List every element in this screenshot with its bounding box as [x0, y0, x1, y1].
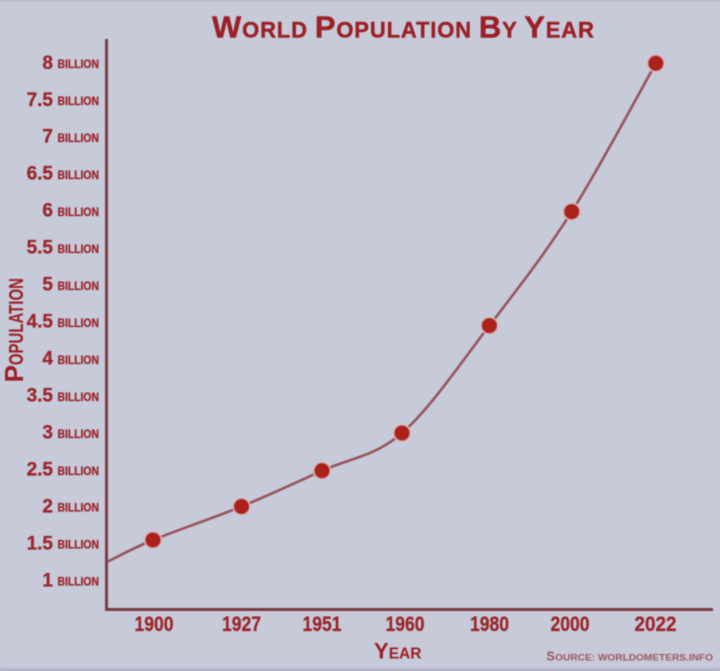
- svg-text:OURCE: WORLDOMETERS.INFO: OURCE: WORLDOMETERS.INFO: [555, 653, 713, 664]
- svg-text:BILLION: BILLION: [58, 540, 100, 552]
- svg-text:1927: 1927: [222, 613, 261, 636]
- svg-text:1951: 1951: [303, 613, 342, 636]
- svg-text:BILLION: BILLION: [58, 170, 100, 182]
- svg-text:8: 8: [42, 53, 53, 74]
- svg-text:1960: 1960: [386, 613, 425, 636]
- svg-text:5.5: 5.5: [27, 238, 54, 259]
- svg-text:BILLION: BILLION: [58, 59, 100, 71]
- svg-text:S: S: [546, 650, 554, 664]
- svg-text:4: 4: [42, 349, 53, 370]
- svg-text:1.5: 1.5: [27, 533, 54, 554]
- svg-text:BILLION: BILLION: [58, 96, 100, 108]
- svg-text:WORLD POPULATION BY YEAR: WORLD POPULATION BY YEAR: [212, 10, 595, 45]
- svg-text:BILLION: BILLION: [58, 281, 100, 293]
- svg-text:BILLION: BILLION: [58, 318, 100, 330]
- svg-text:2022: 2022: [635, 613, 677, 636]
- svg-text:BILLION: BILLION: [58, 429, 100, 441]
- svg-text:BILLION: BILLION: [58, 355, 100, 367]
- svg-text:6.5: 6.5: [27, 164, 54, 185]
- svg-text:BILLION: BILLION: [58, 133, 100, 145]
- svg-text:1900: 1900: [135, 613, 174, 636]
- svg-text:BILLION: BILLION: [58, 392, 100, 404]
- svg-text:1: 1: [42, 570, 53, 591]
- svg-text:2: 2: [42, 496, 53, 517]
- svg-text:2.5: 2.5: [27, 460, 54, 481]
- svg-text:BILLION: BILLION: [58, 577, 100, 589]
- svg-text:1980: 1980: [470, 613, 509, 636]
- svg-text:P: P: [0, 365, 29, 382]
- svg-text:3: 3: [42, 423, 53, 444]
- svg-text:BILLION: BILLION: [58, 207, 100, 219]
- svg-text:3.5: 3.5: [27, 386, 54, 407]
- svg-text:7: 7: [42, 127, 53, 148]
- svg-text:YEAR: YEAR: [374, 639, 421, 664]
- svg-text:7.5: 7.5: [27, 90, 54, 111]
- svg-text:4.5: 4.5: [27, 312, 54, 333]
- svg-text:BILLION: BILLION: [58, 503, 100, 515]
- svg-text:BILLION: BILLION: [58, 466, 100, 478]
- svg-text:2000: 2000: [551, 613, 590, 636]
- svg-text:BILLION: BILLION: [58, 244, 100, 256]
- svg-text:6: 6: [42, 201, 53, 222]
- svg-text:OPULATION: OPULATION: [5, 278, 28, 365]
- svg-text:5: 5: [42, 275, 53, 296]
